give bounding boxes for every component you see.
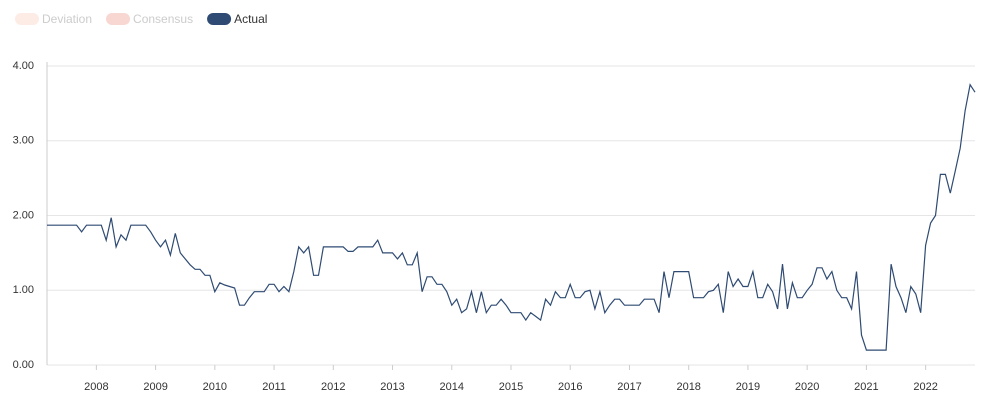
legend-label[interactable]: Consensus — [133, 12, 193, 26]
x-tick-label: 2021 — [854, 381, 878, 393]
x-tick-label: 2010 — [203, 381, 227, 393]
legend-swatch[interactable] — [207, 13, 232, 25]
x-tick-label: 2009 — [143, 381, 167, 393]
x-tick-label: 2008 — [84, 381, 108, 393]
legend-label[interactable]: Actual — [234, 12, 267, 26]
x-tick-label: 2013 — [380, 381, 404, 393]
y-tick-label: 2.00 — [13, 209, 34, 221]
x-tick-label: 2015 — [499, 381, 523, 393]
data-line — [47, 83, 976, 351]
x-tick-label: 2016 — [558, 381, 582, 393]
legend-swatch[interactable] — [106, 13, 131, 25]
legend-swatch[interactable] — [15, 13, 39, 25]
x-tick-label: 2022 — [913, 381, 937, 393]
x-tick-label: 2014 — [440, 381, 464, 393]
y-tick-label: 3.00 — [13, 135, 34, 147]
legend-label[interactable]: Deviation — [42, 12, 92, 26]
x-tick-label: 2018 — [676, 381, 700, 393]
x-tick-label: 2011 — [262, 381, 286, 393]
y-tick-label: 0.00 — [13, 359, 34, 371]
x-tick-label: 2019 — [736, 381, 760, 393]
x-tick-label: 2012 — [321, 381, 345, 393]
x-tick-label: 2017 — [617, 381, 641, 393]
x-tick-label: 2020 — [795, 381, 819, 393]
y-tick-label: 1.00 — [13, 284, 34, 296]
y-tick-label: 4.00 — [13, 60, 34, 72]
